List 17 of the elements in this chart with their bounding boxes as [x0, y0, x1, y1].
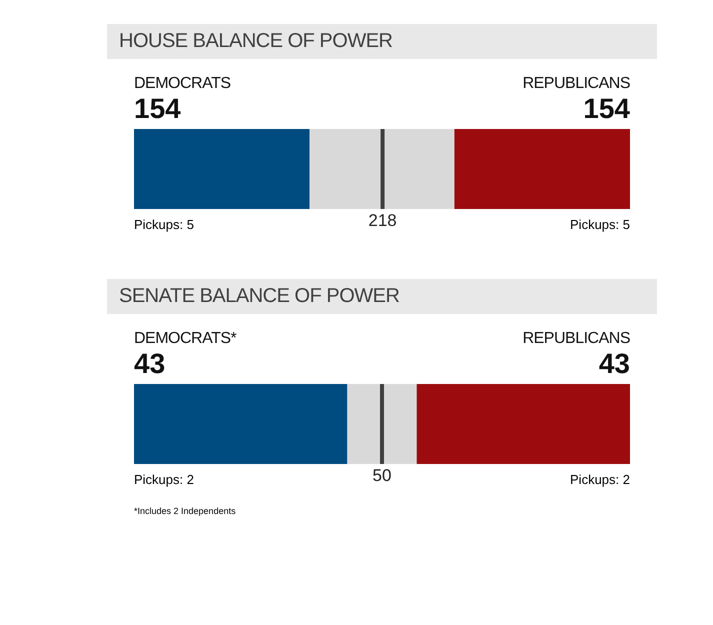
data-label: 154: [134, 93, 182, 125]
data-label: 154: [582, 93, 630, 125]
text: DEMOCRATS: [134, 75, 231, 93]
text: REPUBLICANS: [522, 75, 630, 93]
text: DEMOCRATS*: [134, 330, 236, 348]
ref-line-label: 50: [372, 466, 392, 486]
chart-title: SENATE BALANCE OF POWER: [107, 279, 657, 314]
data-label: 43: [134, 348, 166, 380]
text: *Includes 2 Independents: [134, 506, 237, 516]
chart-title: HOUSE BALANCE OF POWER: [107, 24, 657, 59]
text: Pickups: 5: [570, 217, 630, 232]
text: REPUBLICANS: [522, 330, 630, 348]
data-label: 43: [598, 348, 630, 380]
ref-line-label: 218: [368, 211, 397, 230]
text: Pickups: 5: [134, 217, 194, 232]
text: Pickups: 2: [134, 472, 194, 487]
text: Pickups: 2: [570, 472, 630, 487]
